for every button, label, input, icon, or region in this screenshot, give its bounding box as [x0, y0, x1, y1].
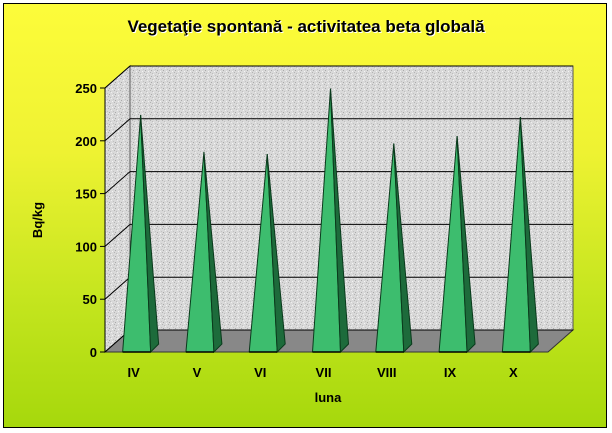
x-tick-label: IX: [444, 365, 457, 380]
bar-side-face: [330, 88, 350, 354]
gridline-side: [104, 118, 131, 142]
y-tick-label: 100: [75, 239, 97, 254]
y-tick-label: 250: [75, 81, 97, 96]
x-tick-label: VI: [254, 365, 266, 380]
y-axis-label: Bq/kg: [30, 202, 45, 238]
bar-side-face: [266, 153, 286, 354]
bar-side-face: [393, 143, 413, 354]
x-axis-label: luna: [315, 390, 342, 405]
x-tick-label: VIII: [377, 365, 397, 380]
bar: [501, 117, 539, 354]
bar: [248, 153, 286, 354]
bar-side-face: [203, 151, 223, 354]
gridline-side: [104, 171, 131, 194]
x-tick-label: VII: [316, 365, 332, 380]
x-tick-label: X: [509, 365, 518, 380]
bar: [375, 143, 413, 354]
y-tick-label: 0: [90, 345, 97, 360]
y-tick-label: 50: [83, 292, 97, 307]
bar: [122, 114, 160, 354]
bar: [438, 136, 476, 354]
bar-side-face: [519, 117, 539, 354]
x-tick-label: V: [193, 365, 202, 380]
gridline-side: [104, 276, 131, 300]
bar-side-face: [140, 114, 160, 354]
bar: [311, 88, 350, 354]
chart-title: Vegetaţie spontană - activitatea beta gl…: [127, 17, 485, 36]
gridline-side: [104, 65, 131, 89]
y-tick-label: 150: [75, 187, 97, 202]
y-tick-label: 200: [75, 134, 97, 149]
x-tick-label: IV: [127, 365, 140, 380]
bar: [185, 151, 223, 354]
gridline-side: [104, 224, 131, 247]
bar-side-face: [456, 136, 476, 354]
